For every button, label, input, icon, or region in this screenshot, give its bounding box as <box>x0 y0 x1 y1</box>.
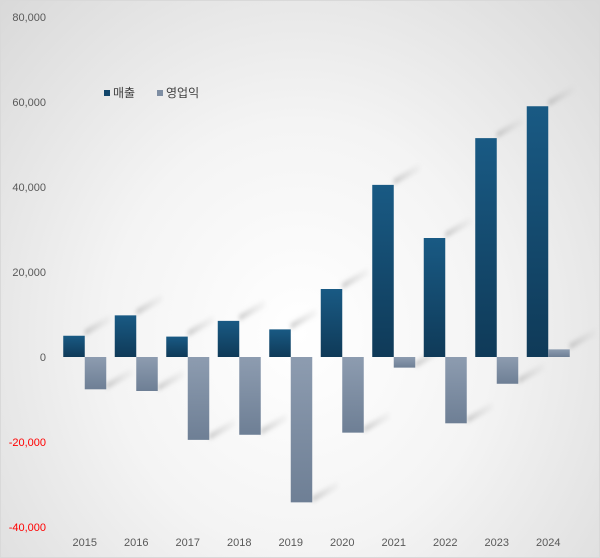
bar-shadow <box>157 369 184 391</box>
bar-operating-profit <box>393 357 416 368</box>
bar-operating-profit <box>548 349 570 357</box>
bar-sales <box>372 184 394 357</box>
bar-shadow <box>312 480 339 503</box>
bar-shadow <box>84 313 111 336</box>
legend-swatch-operating-profit <box>157 90 163 96</box>
x-tick-label: 2017 <box>176 537 200 549</box>
bar-operating-profit <box>187 357 210 440</box>
bar-shadow <box>393 162 420 185</box>
y-tick-label: 20,000 <box>12 267 46 279</box>
bar-shadow <box>342 267 369 289</box>
bar-operating-profit <box>290 357 313 503</box>
x-tick-label: 2022 <box>433 537 457 549</box>
bar-sales <box>423 238 446 357</box>
bar-shadow <box>106 367 133 390</box>
bar-shadow <box>187 314 214 337</box>
bar-shadow <box>136 293 163 316</box>
x-tick-label: 2019 <box>279 537 303 549</box>
x-tick-label: 2016 <box>124 537 148 549</box>
bar-operating-profit <box>239 357 261 435</box>
x-tick-label: 2023 <box>485 537 509 549</box>
bar-shadow <box>260 412 287 435</box>
legend-label-operating-profit: 영업익 <box>166 86 199 100</box>
y-tick-label: -20,000 <box>9 437 46 449</box>
x-tick-label: 2024 <box>536 537 560 549</box>
y-axis: 80,000 60,000 40,000 20,000 0 -20,000 -40,000 <box>9 12 46 534</box>
bar-shadow <box>290 307 317 330</box>
bar-sales <box>475 138 497 357</box>
bar-sales <box>63 335 85 357</box>
y-tick-label: 40,000 <box>12 182 46 194</box>
bar-shadow <box>363 410 390 433</box>
bar-operating-profit <box>136 357 158 391</box>
bar-sales <box>114 315 137 357</box>
legend: 매출 영업익 <box>104 86 199 100</box>
legend-swatch-sales <box>104 90 110 96</box>
y-tick-label: 60,000 <box>12 97 46 109</box>
bar-sales <box>269 329 291 357</box>
bar-shadow <box>239 298 266 321</box>
bar-operating-profit <box>84 357 107 390</box>
y-tick-label: 0 <box>40 352 46 364</box>
bar-sales <box>217 320 240 357</box>
x-tick-label: 2018 <box>227 537 251 549</box>
x-tick-label: 2021 <box>382 537 406 549</box>
bar-shadow <box>466 401 493 424</box>
bar-shadow <box>569 327 596 350</box>
bar-shadow <box>445 216 472 238</box>
bars <box>63 106 570 503</box>
bar-shadow <box>496 116 523 139</box>
bar-sales <box>166 336 188 357</box>
x-axis: 2015 2016 2017 2018 2019 2020 2021 2022 2023 2024 <box>73 537 561 549</box>
y-tick-label: 80,000 <box>12 12 46 24</box>
bar-operating-profit <box>445 357 467 424</box>
bar-shadow <box>518 361 545 384</box>
bar-sales <box>320 289 343 357</box>
bar-operating-profit <box>496 357 519 384</box>
bar-operating-profit <box>342 357 364 433</box>
legend-label-sales: 매출 <box>113 86 135 100</box>
x-tick-label: 2020 <box>330 537 354 549</box>
x-tick-label: 2015 <box>73 537 97 549</box>
bar-shadow <box>548 84 575 107</box>
y-tick-label: -40,000 <box>9 522 46 534</box>
bar-sales <box>526 106 549 357</box>
bar-shadow <box>209 417 236 440</box>
